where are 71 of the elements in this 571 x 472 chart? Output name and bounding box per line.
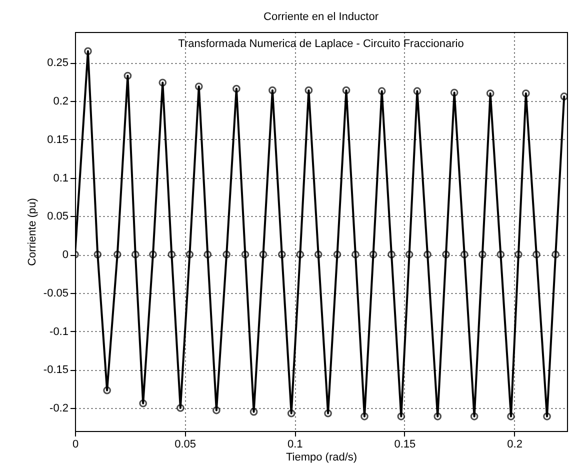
point bbox=[241, 250, 250, 258]
point bbox=[94, 250, 102, 258]
annotation: Transformada Numerica de Laplace - Circuito Fraccionario bbox=[178, 38, 464, 50]
point bbox=[259, 250, 268, 258]
y-tick-label: 0.15 bbox=[47, 134, 68, 146]
point bbox=[378, 87, 386, 95]
point bbox=[522, 89, 530, 98]
y-tick-label: 0.05 bbox=[47, 210, 68, 223]
point bbox=[424, 250, 432, 258]
point bbox=[333, 250, 342, 258]
point bbox=[204, 250, 212, 258]
point bbox=[287, 409, 296, 418]
point bbox=[222, 250, 230, 258]
point bbox=[486, 89, 494, 98]
x-tick-label: 0 bbox=[72, 438, 79, 450]
point bbox=[268, 86, 276, 94]
point bbox=[103, 386, 111, 394]
y-tick-label: -0.2 bbox=[50, 402, 68, 414]
y-tick-label: -0.1 bbox=[50, 326, 68, 338]
point bbox=[212, 406, 220, 414]
point bbox=[139, 399, 147, 408]
y-tick-label: 0.25 bbox=[47, 57, 68, 70]
point bbox=[278, 250, 286, 258]
point bbox=[514, 250, 522, 258]
point bbox=[478, 250, 486, 258]
point bbox=[168, 250, 176, 258]
point bbox=[360, 412, 368, 420]
y-axis-title: Corriente (pu) bbox=[26, 198, 38, 266]
y-tick-label: 0.2 bbox=[53, 96, 68, 108]
point bbox=[532, 250, 540, 258]
y-tick-label: -0.05 bbox=[43, 287, 68, 300]
point bbox=[84, 47, 92, 56]
point bbox=[413, 87, 422, 95]
point bbox=[113, 250, 122, 258]
x-tick-label: 0.1 bbox=[287, 438, 303, 450]
point bbox=[496, 250, 505, 258]
x-tick-label: 0.05 bbox=[174, 438, 196, 450]
point bbox=[186, 250, 194, 258]
point bbox=[369, 250, 378, 258]
point bbox=[250, 408, 258, 416]
point bbox=[176, 404, 184, 412]
point bbox=[450, 88, 458, 97]
point bbox=[304, 86, 313, 94]
y-tick-label: -0.15 bbox=[43, 364, 68, 376]
chart-title: Corriente en el Inductor bbox=[264, 11, 379, 23]
point bbox=[470, 412, 478, 420]
point bbox=[434, 412, 442, 420]
x-tick-label: 0.15 bbox=[394, 438, 416, 450]
point bbox=[124, 72, 132, 80]
point bbox=[324, 409, 332, 418]
point bbox=[397, 412, 406, 420]
point bbox=[405, 250, 414, 258]
point bbox=[388, 250, 396, 258]
point bbox=[149, 250, 157, 258]
point bbox=[460, 250, 468, 258]
point bbox=[352, 250, 360, 258]
y-tick-label: 0 bbox=[62, 249, 68, 262]
point bbox=[131, 250, 140, 258]
point bbox=[543, 412, 551, 420]
point bbox=[296, 250, 304, 258]
x-axis-title: Tiempo (rad/s) bbox=[286, 452, 358, 464]
point bbox=[342, 86, 350, 94]
point bbox=[232, 84, 240, 93]
x-tick-label: 0.2 bbox=[507, 438, 522, 450]
y-tick-label: 0.1 bbox=[53, 172, 68, 184]
point bbox=[442, 250, 450, 258]
point bbox=[158, 78, 167, 87]
point bbox=[194, 82, 203, 90]
point bbox=[314, 250, 322, 258]
point bbox=[507, 412, 515, 420]
point bbox=[552, 250, 560, 258]
